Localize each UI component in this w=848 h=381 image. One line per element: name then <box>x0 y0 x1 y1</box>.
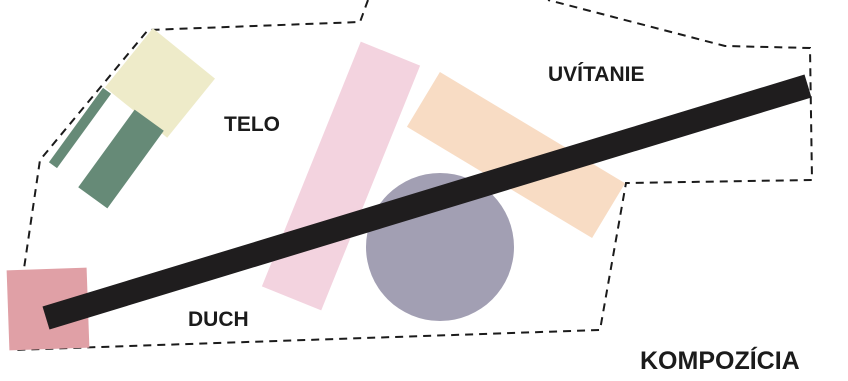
label-telo: TELO <box>224 113 280 136</box>
dashed-outline <box>10 0 814 352</box>
label-kompozicia: KOMPOZÍCIA <box>640 346 800 375</box>
peach-bar <box>406 71 626 239</box>
black-diagonal-bar <box>42 74 812 330</box>
green-slim-bar <box>48 87 112 169</box>
yellow-block <box>104 28 216 138</box>
green-block <box>78 109 164 209</box>
label-duch: DUCH <box>188 308 249 331</box>
label-uvitanie: UVÍTANIE <box>548 63 644 86</box>
